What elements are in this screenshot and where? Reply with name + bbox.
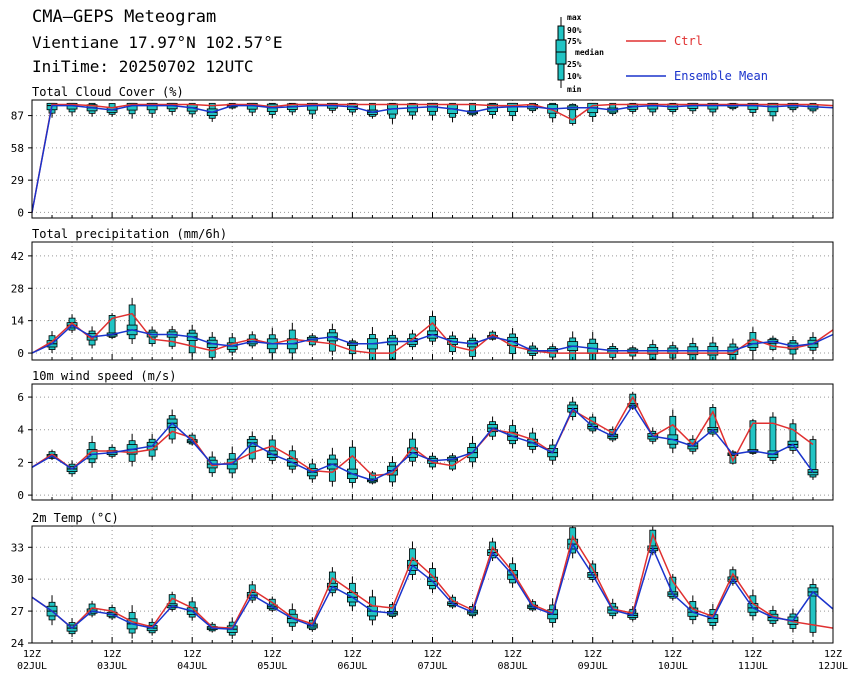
legend-box-label: median (575, 47, 604, 57)
x-tick-date: 12JUL (818, 661, 848, 672)
x-tick-hour: 12Z (23, 649, 41, 660)
y-tick-label: 6 (17, 391, 24, 404)
x-tick-date: 10JUL (658, 661, 688, 672)
panel-3 (28, 526, 833, 643)
x-tick-date: 07JUL (417, 661, 447, 672)
panel-title: 2m Temp (°C) (32, 511, 119, 525)
x-tick-hour: 12Z (504, 649, 522, 660)
x-tick-date: 02JUL (17, 661, 47, 672)
y-tick-label: 14 (11, 315, 25, 328)
legend-box-label: max (567, 13, 582, 22)
x-tick-date: 05JUL (257, 661, 287, 672)
x-tick-date: 11JUL (738, 661, 768, 672)
y-tick-label: 29 (11, 174, 24, 187)
legend-ctrl-label: Ctrl (674, 34, 703, 48)
x-tick-hour: 12Z (423, 649, 441, 660)
y-tick-label: 4 (17, 424, 24, 437)
y-tick-label: 0 (17, 206, 24, 219)
x-tick-hour: 12Z (584, 649, 602, 660)
ctrl-line (32, 397, 813, 475)
x-tick-date: 03JUL (97, 661, 127, 672)
panel-0 (28, 100, 833, 218)
y-tick-label: 2 (17, 456, 24, 469)
y-tick-label: 30 (11, 573, 24, 586)
x-tick-hour: 12Z (183, 649, 201, 660)
legend-mean-label: Ensemble Mean (674, 69, 768, 83)
y-tick-label: 87 (11, 110, 24, 123)
x-tick-hour: 12Z (263, 649, 281, 660)
x-tick-hour: 12Z (664, 649, 682, 660)
x-tick-date: 08JUL (498, 661, 528, 672)
panel-title: 10m wind speed (m/s) (32, 369, 177, 383)
y-tick-label: 0 (17, 347, 24, 360)
legend-box-label: min (567, 84, 582, 94)
panel-1 (28, 242, 833, 360)
meteogram-chart: max 90% 75%median 25% 10% min Ctrl Ensemble Mea… (0, 0, 858, 680)
x-tick-date: 04JUL (177, 661, 207, 672)
y-tick-label: 27 (11, 605, 24, 618)
y-tick-label: 0 (17, 489, 24, 502)
x-tick-date: 09JUL (578, 661, 608, 672)
x-tick-date: 06JUL (337, 661, 367, 672)
x-tick-hour: 12Z (824, 649, 842, 660)
panel-title: Total precipitation (mm/6h) (32, 227, 227, 241)
y-tick-label: 42 (11, 250, 24, 263)
legend-box-label: 90% (567, 26, 582, 35)
y-tick-label: 33 (11, 541, 24, 554)
legend-box-label: 25% (567, 60, 582, 69)
y-tick-label: 58 (11, 142, 24, 155)
y-tick-label: 28 (11, 282, 24, 295)
x-tick-hour: 12Z (103, 649, 121, 660)
panel-2 (28, 384, 833, 500)
x-tick-hour: 12Z (744, 649, 762, 660)
legend-box-label: 10% (567, 72, 582, 81)
legend-box-label: 75% (567, 37, 582, 46)
x-tick-hour: 12Z (343, 649, 361, 660)
panel-title: Total Cloud Cover (%) (32, 85, 184, 99)
